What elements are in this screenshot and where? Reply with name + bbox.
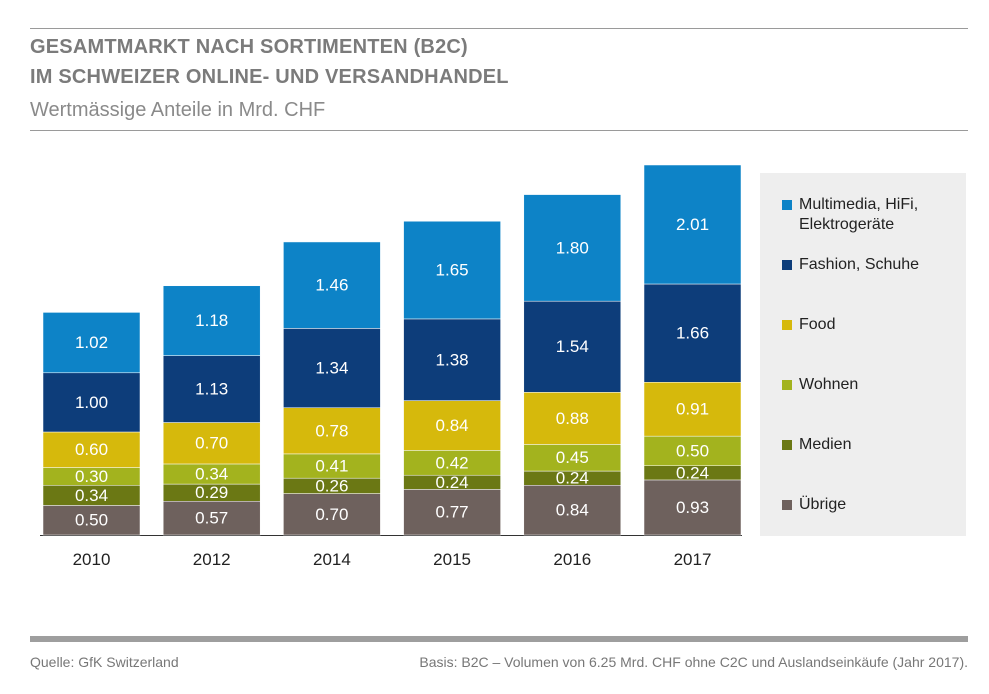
data-label-wohnen-2017: 0.50 (676, 441, 709, 460)
data-label-medien-2016: 0.24 (556, 469, 589, 488)
data-label-food-2012: 0.70 (195, 434, 228, 453)
bar-übrige-2015 (403, 489, 501, 536)
x-tick-label-2012: 2012 (193, 550, 231, 569)
legend-label-medien: Medien (799, 436, 852, 453)
data-label-multimedia-hifi-elektrogeräte-2014: 1.46 (315, 276, 348, 295)
legend-label-multimedia-hifi-elektrogeräte: Multimedia, HiFi, Elektrogeräte (799, 196, 919, 233)
bar-übrige-2012 (162, 501, 261, 536)
bar-wohnen-2016 (523, 444, 622, 472)
data-label-food-2015: 0.84 (436, 416, 469, 435)
data-label-medien-2017: 0.24 (676, 463, 709, 482)
bar-food-2014 (283, 407, 381, 455)
x-tick-label-2015: 2015 (433, 550, 471, 569)
chart-title-line-2: IM SCHWEIZER ONLINE- UND VERSANDHANDEL (30, 66, 509, 88)
data-label-multimedia-hifi-elektrogeräte-2012: 1.18 (195, 311, 228, 330)
data-label-medien-2014: 0.26 (315, 476, 348, 495)
legend-item-übrige: Übrige (782, 495, 959, 515)
bar-multimedia-hifi-elektrogeräte-2014 (283, 241, 381, 329)
legend-label-fashion-schuhe: Fashion, Schuhe (799, 256, 920, 273)
data-label-wohnen-2012: 0.34 (195, 465, 228, 484)
top-rule (30, 28, 968, 29)
data-label-wohnen-2010: 0.30 (75, 467, 108, 486)
source-note: Quelle: GfK Switzerland (30, 654, 179, 670)
data-label-food-2010: 0.60 (75, 440, 108, 459)
legend-label-wohnen: Wohnen (799, 376, 859, 393)
data-label-food-2016: 0.88 (556, 409, 589, 428)
legend: Multimedia, HiFi, Elektrogeräte Fashion, … (760, 173, 966, 536)
legend-swatch-medien (782, 440, 792, 450)
legend-swatch-multimedia-hifi-elektrogeräte (782, 200, 792, 210)
bar-multimedia-hifi-elektrogeräte-2016 (523, 194, 622, 302)
data-label-übrige-2012: 0.57 (195, 509, 228, 528)
data-label-übrige-2014: 0.70 (315, 505, 348, 524)
data-label-multimedia-hifi-elektrogeräte-2015: 1.65 (436, 261, 469, 280)
data-label-multimedia-hifi-elektrogeräte-2010: 1.02 (75, 333, 108, 352)
data-label-medien-2015: 0.24 (436, 473, 469, 492)
bar-fashion-schuhe-2017 (643, 283, 742, 383)
bar-food-2010 (42, 431, 141, 468)
x-tick-label-2016: 2016 (553, 550, 591, 569)
bar-fashion-schuhe-2014 (283, 328, 381, 408)
data-label-wohnen-2014: 0.41 (315, 457, 348, 476)
data-label-übrige-2016: 0.84 (556, 501, 589, 520)
legend-item-fashion-schuhe: Fashion, Schuhe (782, 255, 959, 275)
data-label-multimedia-hifi-elektrogeräte-2017: 2.01 (676, 215, 709, 234)
data-label-medien-2012: 0.29 (195, 483, 228, 502)
bar-food-2017 (643, 382, 742, 437)
data-label-fashion-schuhe-2017: 1.66 (676, 324, 709, 343)
bar-übrige-2016 (523, 485, 622, 536)
legend-label-übrige: Übrige (799, 496, 847, 513)
bar-fashion-schuhe-2010 (42, 372, 141, 433)
legend-swatch-food (782, 320, 792, 330)
bottom-rule (30, 636, 968, 642)
bar-fashion-schuhe-2012 (162, 355, 261, 423)
data-label-wohnen-2016: 0.45 (556, 448, 589, 467)
legend-item-medien: Medien (782, 435, 959, 455)
bar-food-2012 (162, 422, 261, 465)
data-label-übrige-2015: 0.77 (436, 503, 469, 522)
data-label-fashion-schuhe-2014: 1.34 (315, 359, 348, 378)
data-label-übrige-2017: 0.93 (676, 498, 709, 517)
bar-food-2015 (403, 400, 501, 451)
data-label-wohnen-2015: 0.42 (436, 453, 469, 472)
data-label-übrige-2010: 0.50 (75, 511, 108, 530)
legend-item-wohnen: Wohnen (782, 375, 959, 395)
subtitle-rule (30, 130, 968, 131)
data-label-fashion-schuhe-2012: 1.13 (195, 380, 228, 399)
bar-fashion-schuhe-2015 (403, 318, 501, 401)
bar-multimedia-hifi-elektrogeräte-2017 (643, 164, 742, 285)
legend-item-multimedia-hifi-elektrogeräte: Multimedia, HiFi, Elektrogeräte (782, 195, 959, 235)
stacked-bar-chart: 0.500.340.300.601.001.0220100.570.290.34… (40, 164, 742, 569)
data-label-fashion-schuhe-2010: 1.00 (75, 393, 108, 412)
data-label-fashion-schuhe-2016: 1.54 (556, 337, 589, 356)
legend-item-food: Food (782, 315, 959, 335)
bar-übrige-2014 (283, 493, 381, 536)
basis-note: Basis: B2C – Volumen von 6.25 Mrd. CHF o… (419, 654, 968, 670)
legend-swatch-übrige (782, 500, 792, 510)
chart-subtitle: Wertmässige Anteile in Mrd. CHF (30, 99, 326, 121)
legend-swatch-fashion-schuhe (782, 260, 792, 270)
x-tick-label-2010: 2010 (73, 550, 111, 569)
bar-übrige-2010 (42, 505, 141, 536)
legend-label-food: Food (799, 316, 836, 333)
bar-multimedia-hifi-elektrogeräte-2015 (403, 220, 501, 320)
x-tick-label-2017: 2017 (674, 550, 712, 569)
bar-fashion-schuhe-2016 (523, 300, 622, 393)
data-label-food-2017: 0.91 (676, 400, 709, 419)
bar-multimedia-hifi-elektrogeräte-2012 (162, 285, 261, 356)
bar-wohnen-2014 (283, 453, 381, 479)
data-label-medien-2010: 0.34 (75, 486, 108, 505)
legend-swatch-wohnen (782, 380, 792, 390)
bar-wohnen-2015 (403, 450, 501, 476)
data-label-food-2014: 0.78 (315, 421, 348, 440)
x-tick-label-2014: 2014 (313, 550, 351, 569)
bar-multimedia-hifi-elektrogeräte-2010 (42, 312, 141, 374)
bar-übrige-2017 (643, 479, 742, 536)
bar-food-2016 (523, 392, 622, 445)
data-label-multimedia-hifi-elektrogeräte-2016: 1.80 (556, 238, 589, 257)
chart-title-line-1: GESAMTMARKT NACH SORTIMENTEN (B2C) (30, 36, 468, 58)
data-label-fashion-schuhe-2015: 1.38 (436, 350, 469, 369)
